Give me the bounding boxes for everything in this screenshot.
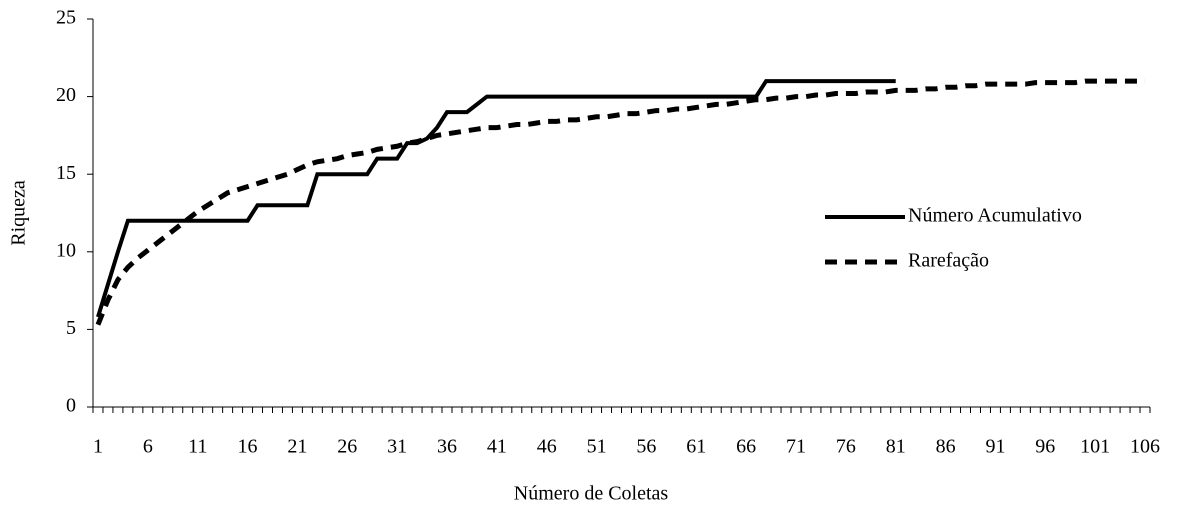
y-tick-label: 0 — [66, 395, 76, 417]
x-tick-label: 1 — [93, 436, 103, 458]
x-tick-label: 36 — [437, 436, 457, 458]
series-line — [96, 79, 896, 318]
x-tick-label: 56 — [636, 436, 656, 458]
x-tick-label: 6 — [143, 436, 153, 458]
y-tick-label: 10 — [56, 239, 76, 261]
y-tick-label: 20 — [56, 84, 76, 106]
x-tick-label: 86 — [936, 436, 956, 458]
series-line — [95, 78, 1146, 326]
y-axis-label: Riqueza — [8, 180, 30, 246]
y-tick-label: 15 — [56, 162, 76, 184]
legend-label: Rarefação — [908, 250, 989, 272]
x-tick-label: 16 — [238, 436, 258, 458]
x-tick-label: 31 — [387, 436, 407, 458]
x-tick-label: 51 — [587, 436, 607, 458]
x-tick-label: 46 — [537, 436, 557, 458]
x-tick-label: 61 — [686, 436, 706, 458]
x-tick-label: 101 — [1080, 436, 1110, 458]
x-tick-label: 91 — [985, 436, 1005, 458]
x-tick-label: 96 — [1035, 436, 1055, 458]
x-tick-label: 106 — [1130, 436, 1160, 458]
x-tick-label: 81 — [886, 436, 906, 458]
x-tick-label: 26 — [337, 436, 357, 458]
x-tick-label: 66 — [736, 436, 756, 458]
legend-label: Número Acumulativo — [908, 205, 1082, 227]
y-tick-label: 25 — [56, 7, 76, 29]
x-tick-label: 71 — [786, 436, 806, 458]
y-tick-label: 5 — [66, 317, 76, 339]
x-axis-label: Número de Coletas — [514, 483, 669, 505]
x-tick-label: 76 — [836, 436, 856, 458]
x-tick-label: 11 — [188, 436, 207, 458]
x-tick-label: 41 — [487, 436, 507, 458]
x-tick-label: 21 — [287, 436, 307, 458]
